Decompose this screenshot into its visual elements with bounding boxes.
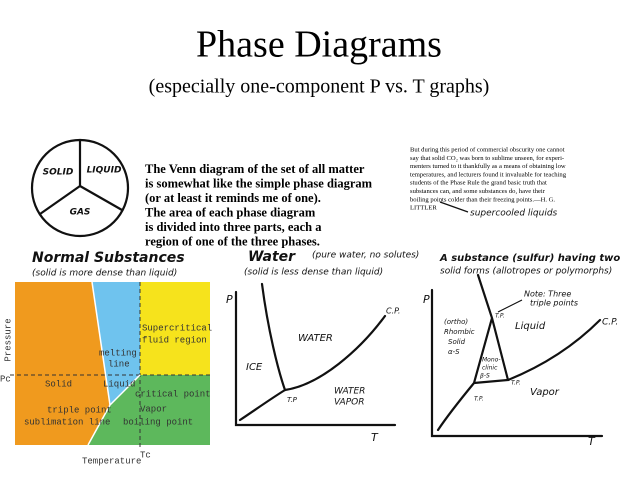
diagram-label: triple points: [530, 299, 578, 308]
sublimation-curve: [87, 404, 111, 446]
diagram-label: Vapor: [530, 387, 560, 398]
panel-heading: Normal Substances: [32, 250, 185, 266]
quote-line: LITTLER: [410, 205, 437, 212]
diagram-label: P: [423, 293, 430, 306]
annotation-arrow: [439, 201, 469, 213]
panel-note: (solid is less dense than liquid): [244, 268, 383, 278]
venn-divider: [38, 184, 82, 216]
diagram-label: clinic: [482, 365, 498, 372]
diagram-label: T: [588, 435, 596, 448]
quote-line: substances can, and some substances do, …: [410, 188, 546, 195]
diagram-label: melting: [99, 348, 137, 358]
diagram-label: Liquid: [103, 379, 135, 389]
diagram-label: β-S: [480, 373, 490, 380]
diagram-label: Pressure: [3, 318, 13, 361]
diagram-label: C.P.: [386, 307, 400, 316]
quote-line: temperatures, and lecturers found it inv…: [410, 171, 567, 178]
axes: [234, 290, 397, 427]
diagram-label: Pc: [0, 374, 11, 384]
diagram-label: Liquid: [515, 321, 546, 332]
diagram-label: critical point: [135, 389, 211, 399]
diagram-label: Solid: [45, 379, 72, 389]
caption-line: The Venn diagram of the set of all matte…: [145, 162, 365, 176]
quote-line: But during this period of commercial obs…: [410, 147, 565, 154]
venn-label: GAS: [70, 208, 91, 218]
diagram-label: Solid: [448, 338, 466, 346]
axes: [430, 288, 604, 438]
caption-line: region of one of the three phases.: [145, 234, 320, 248]
diagram-label: α-S: [448, 348, 460, 356]
diagram-label: Tc: [140, 450, 151, 460]
sublimation-curve: [238, 388, 287, 422]
diagram-label: boiling point: [123, 417, 193, 427]
caption-line: is somewhat like the simple phase diagra…: [145, 176, 373, 190]
diagram-label: Mono-: [482, 357, 501, 364]
venn-divider: [78, 184, 124, 212]
diagram-label: ICE: [246, 362, 263, 373]
caption-line: is divided into three parts, each a: [145, 220, 322, 234]
boiling-curve: [283, 314, 387, 392]
panel-note: (pure water, no solutes): [312, 251, 419, 261]
liquid-region: [92, 282, 140, 405]
venn-label: SOLID: [43, 168, 74, 178]
caption-line: The area of each phase diagram: [145, 205, 316, 219]
diagram-label: Rhombic: [444, 328, 475, 336]
annotation: supercooled liquids: [470, 209, 558, 219]
panel-note: (solid is more dense than liquid): [32, 269, 177, 279]
diagram-label: T.P: [287, 396, 298, 404]
diagram-label: (ortho): [444, 318, 468, 326]
normal-diagram: [10, 281, 210, 450]
diagram-label: VAPOR: [334, 398, 364, 408]
diagram-label: sublimation line: [24, 417, 110, 427]
quote-line: menters turned to it thankfully as a mea…: [410, 163, 566, 170]
diagram-label: Note: Three: [524, 290, 571, 299]
quote-line: students of the Phase Rule the grand bas…: [410, 180, 547, 187]
supercritical-region: [140, 282, 210, 375]
boiling-curve: [109, 374, 141, 406]
melting-curve: [260, 282, 287, 392]
diagram-label: triple point: [47, 405, 112, 415]
diagram-label: line: [108, 359, 130, 369]
quote-line: boiling points colder than their freezin…: [410, 196, 555, 203]
water-diagram: [234, 282, 397, 427]
solid-region: [15, 282, 110, 445]
diagram-label: Temperature: [82, 456, 141, 466]
caption-line: (or at least it reminds me of one).: [145, 191, 321, 205]
diagram-label: T.P.: [511, 380, 521, 387]
phase-curves: [436, 273, 602, 432]
subtitle: (especially one-component P vs. T graphs…: [149, 76, 490, 98]
diagram-label: T.P.: [474, 396, 484, 403]
panel-note: solid forms (allotropes or polymorphs): [440, 267, 612, 277]
diagram-label: T.P.: [495, 313, 505, 320]
diagram-label: C.P.: [602, 318, 618, 328]
venn-label: LIQUID: [87, 166, 122, 176]
diagram-label: WATER: [298, 333, 333, 344]
panel-heading: A substance (sulfur) having two: [439, 253, 620, 264]
diagram-label: Vapor: [140, 404, 167, 414]
diagram-label: WATER: [334, 387, 365, 397]
diagram-label: P: [226, 293, 233, 306]
diagram-label: fluid region: [142, 335, 207, 345]
venn-diagram: [30, 138, 130, 238]
note-arrow: [497, 299, 523, 313]
sulfur-diagram: [430, 273, 604, 438]
diagram-label: Supercritical: [142, 323, 212, 333]
title: Phase Diagrams: [196, 24, 442, 66]
panel-heading: Water: [248, 249, 296, 265]
quote-line: say that solid CO₂ was born to sublime u…: [410, 155, 564, 162]
vapor-region: [88, 375, 210, 445]
melting-curve: [91, 281, 111, 406]
diagram-label: T: [371, 431, 379, 444]
